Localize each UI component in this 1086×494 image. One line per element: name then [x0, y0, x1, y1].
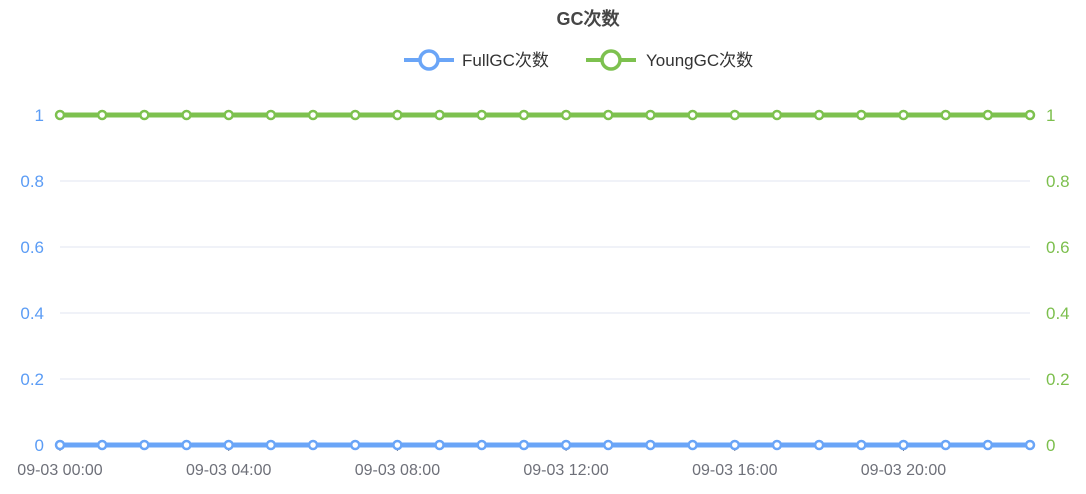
- y-right-tick-label: 0.2: [1046, 370, 1070, 389]
- legend-item-marker[interactable]: [418, 49, 440, 71]
- data-point: [476, 109, 487, 121]
- data-point: [223, 439, 234, 451]
- y-left-tick-label: 0.6: [20, 238, 44, 257]
- data-point: [434, 109, 445, 121]
- data-point: [54, 109, 66, 121]
- data-point: [729, 109, 741, 121]
- data-point: [139, 109, 150, 121]
- legend-item-label[interactable]: YoungGC次数: [646, 51, 753, 70]
- data-point: [518, 439, 530, 451]
- data-point: [1024, 109, 1036, 121]
- data-point: [307, 109, 319, 121]
- legend-item-label[interactable]: FullGC次数: [462, 51, 549, 70]
- data-point: [771, 439, 783, 451]
- data-point: [771, 109, 783, 121]
- y-left-tick-label: 1: [35, 106, 44, 125]
- data-point: [687, 109, 698, 121]
- data-point: [476, 439, 487, 451]
- chart-title: GC次数: [557, 8, 621, 29]
- data-point: [940, 109, 951, 121]
- data-point: [96, 109, 108, 121]
- data-point: [265, 439, 277, 451]
- data-point: [181, 439, 192, 451]
- data-point: [392, 109, 403, 121]
- data-point: [349, 109, 361, 121]
- data-point: [223, 109, 234, 121]
- data-point: [856, 109, 867, 121]
- data-point: [813, 439, 825, 451]
- data-point: [982, 109, 994, 121]
- data-point: [139, 439, 150, 451]
- data-point: [560, 109, 572, 121]
- data-point: [518, 109, 530, 121]
- data-point: [982, 439, 994, 451]
- data-point: [54, 439, 66, 451]
- data-point: [813, 109, 825, 121]
- data-point: [603, 109, 614, 121]
- x-tick-label: 09-03 16:00: [692, 462, 778, 479]
- data-point: [265, 109, 277, 121]
- data-point: [307, 439, 319, 451]
- data-point: [181, 109, 192, 121]
- y-right-tick-label: 0.4: [1046, 304, 1070, 323]
- data-point: [392, 439, 403, 451]
- data-point: [645, 109, 656, 121]
- x-tick-label: 09-03 04:00: [186, 462, 272, 479]
- data-point: [940, 439, 951, 451]
- y-left-tick-label: 0: [35, 436, 44, 455]
- legend-item-marker[interactable]: [600, 49, 622, 71]
- data-point: [603, 439, 614, 451]
- data-point: [560, 439, 572, 451]
- data-point: [729, 439, 741, 451]
- x-tick-label: 09-03 20:00: [861, 462, 947, 479]
- y-right-tick-label: 1: [1046, 106, 1055, 125]
- y-right-tick-label: 0: [1046, 436, 1055, 455]
- data-point: [645, 439, 656, 451]
- data-point: [434, 439, 445, 451]
- y-left-tick-label: 0.2: [20, 370, 44, 389]
- x-tick-label: 09-03 00:00: [17, 462, 103, 479]
- data-point: [898, 109, 909, 121]
- data-point: [687, 439, 698, 451]
- y-left-tick-label: 0.8: [20, 172, 44, 191]
- data-point: [96, 439, 108, 451]
- data-point: [898, 439, 909, 451]
- x-tick-label: 09-03 08:00: [355, 462, 441, 479]
- data-point: [1024, 439, 1036, 451]
- y-left-tick-label: 0.4: [20, 304, 44, 323]
- x-tick-label: 09-03 12:00: [523, 462, 609, 479]
- data-point: [349, 439, 361, 451]
- y-right-tick-label: 0.8: [1046, 172, 1070, 191]
- y-right-tick-label: 0.6: [1046, 238, 1070, 257]
- data-point: [856, 439, 867, 451]
